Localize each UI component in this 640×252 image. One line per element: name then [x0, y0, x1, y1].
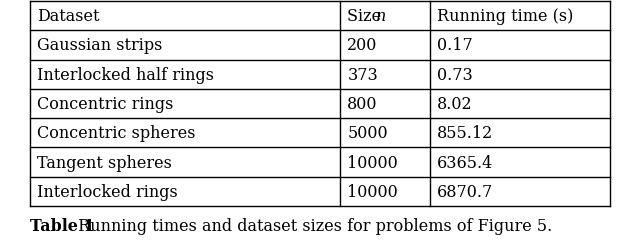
Text: 10000: 10000 — [348, 154, 398, 171]
Text: Running time (s): Running time (s) — [437, 8, 573, 25]
Text: 6365.4: 6365.4 — [437, 154, 493, 171]
Text: Dataset: Dataset — [37, 8, 99, 25]
Text: 0.73: 0.73 — [437, 67, 473, 83]
Text: 8.02: 8.02 — [437, 96, 473, 113]
Text: 10000: 10000 — [348, 183, 398, 200]
Text: n: n — [376, 8, 387, 25]
Text: Tangent spheres: Tangent spheres — [37, 154, 172, 171]
Text: Concentric spheres: Concentric spheres — [37, 125, 195, 142]
Text: 373: 373 — [348, 67, 378, 83]
Text: Running times and dataset sizes for problems of Figure 5.: Running times and dataset sizes for prob… — [73, 217, 552, 234]
Text: Interlocked rings: Interlocked rings — [37, 183, 178, 200]
Text: 855.12: 855.12 — [437, 125, 493, 142]
Text: Interlocked half rings: Interlocked half rings — [37, 67, 214, 83]
Text: 800: 800 — [348, 96, 378, 113]
Text: 5000: 5000 — [348, 125, 388, 142]
Text: Concentric rings: Concentric rings — [37, 96, 173, 113]
Text: Gaussian strips: Gaussian strips — [37, 37, 163, 54]
Text: Table 1: Table 1 — [30, 217, 95, 234]
Text: Size: Size — [348, 8, 387, 25]
Text: 6870.7: 6870.7 — [437, 183, 493, 200]
Text: 0.17: 0.17 — [437, 37, 473, 54]
Text: 200: 200 — [348, 37, 378, 54]
